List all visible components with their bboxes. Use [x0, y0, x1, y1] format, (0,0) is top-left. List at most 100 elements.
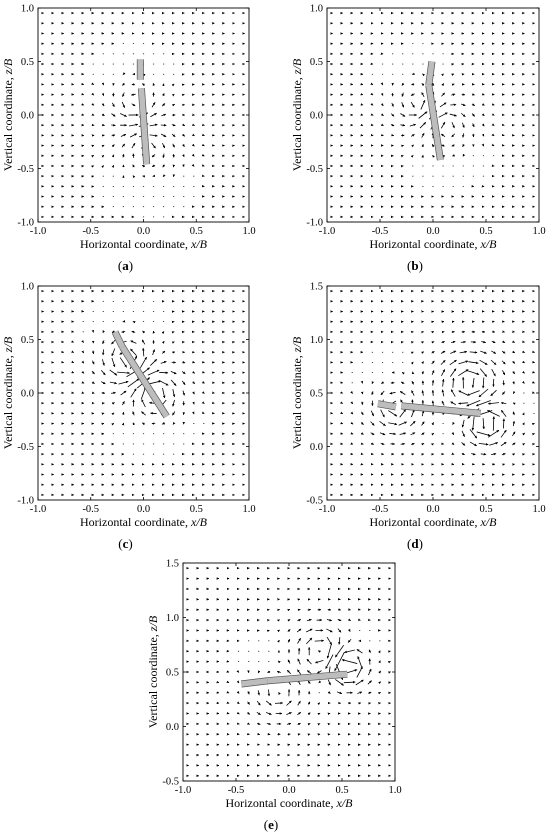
vector-arrow: [142, 422, 145, 426]
vector-arrow: [512, 420, 516, 427]
vector-arrow: [410, 351, 414, 355]
vector-arrow: [360, 401, 364, 405]
vector-arrow: [119, 357, 127, 368]
vector-arrow: [479, 359, 488, 366]
x-axis-label: Horizontal coordinate, x/B: [80, 237, 208, 251]
vector-arrow: [431, 443, 435, 446]
vector-arrow: [482, 418, 485, 430]
vector-arrow: [451, 83, 455, 87]
vector-arrow: [418, 111, 428, 119]
vector-arrow: [461, 419, 465, 428]
vector-arrow: [158, 379, 169, 386]
vector-arrow: [265, 712, 272, 715]
vector-arrow: [478, 442, 489, 446]
vector-arrow: [201, 401, 205, 404]
vector-arrow: [91, 82, 95, 86]
vector-arrow: [149, 123, 158, 127]
vector-arrow: [388, 422, 398, 426]
vector-arrow: [326, 618, 332, 622]
vector-arrow: [297, 669, 302, 675]
vector-arrow: [201, 370, 205, 374]
vector-arrow: [367, 680, 372, 685]
vector-arrow: [121, 330, 126, 334]
vector-arrow: [306, 670, 312, 674]
vector-arrow: [343, 680, 356, 684]
vector-arrow: [449, 113, 457, 117]
vector-arrow: [337, 628, 342, 633]
vector-arrow: [131, 93, 136, 96]
vector-arrow: [120, 390, 127, 396]
y-tick-label: 1.0: [21, 282, 34, 293]
vector-arrow: [380, 82, 384, 86]
vector-arrow: [172, 103, 175, 107]
plate-segment: [267, 671, 348, 684]
vector-arrow: [287, 659, 291, 664]
vector-arrow: [201, 411, 205, 415]
vector-arrow: [512, 340, 515, 343]
vector-arrow: [122, 401, 125, 406]
vector-arrow: [267, 689, 271, 697]
vector-arrow: [531, 380, 535, 384]
vector-arrow: [277, 629, 280, 633]
y-tick-label: 0.5: [21, 57, 34, 68]
vector-arrow: [500, 401, 507, 405]
vector-arrow: [162, 153, 165, 159]
vector-arrow: [356, 666, 363, 678]
vector-arrow: [307, 608, 311, 612]
vector-arrow: [91, 113, 95, 116]
vector-arrow: [327, 691, 331, 694]
vector-arrow: [360, 422, 364, 426]
x-tick-label: 0.0: [137, 226, 150, 237]
vector-arrow: [236, 669, 240, 673]
vector-arrow: [491, 123, 495, 127]
vector-arrow: [307, 723, 311, 726]
vector-arrow: [120, 133, 127, 137]
x-axis-label: Horizontal coordinate, x/B: [370, 515, 498, 529]
vector-arrow: [191, 153, 195, 157]
vector-arrow: [431, 143, 435, 148]
vector-arrow: [462, 133, 465, 138]
y-tick-label: 0.0: [310, 442, 323, 453]
vector-arrow: [101, 123, 105, 127]
vector-arrow: [170, 379, 177, 386]
vector-arrow: [161, 340, 165, 344]
vector-arrow: [411, 381, 415, 385]
vector-arrow: [370, 113, 374, 116]
vector-arrow: [142, 347, 145, 357]
vector-arrow: [127, 378, 140, 388]
vector-arrow: [132, 175, 136, 179]
vector-arrow: [512, 411, 516, 416]
vector-arrow: [489, 442, 499, 446]
vector-arrow: [458, 390, 469, 396]
vector-arrow: [307, 712, 311, 716]
vector-arrow: [171, 83, 175, 87]
vector-arrow: [355, 679, 364, 686]
vector-arrow: [471, 416, 475, 431]
vector-arrow: [334, 652, 345, 672]
vector-arrow: [410, 432, 416, 436]
vector-arrow: [471, 103, 476, 107]
vector-arrow: [360, 411, 364, 416]
vector-arrow: [162, 143, 166, 149]
vector-arrow: [440, 121, 446, 129]
vector-arrow: [151, 142, 156, 149]
x-tick-label: 0.5: [479, 504, 492, 515]
vector-arrow: [286, 669, 292, 675]
vector-arrow: [278, 692, 281, 695]
vector-arrow: [380, 442, 385, 446]
vector-arrow: [81, 360, 85, 364]
vector-arrow: [150, 112, 157, 118]
vector-arrow: [492, 330, 496, 333]
x-tick-label: 0.0: [426, 504, 439, 515]
y-tick-label: -0.5: [306, 164, 323, 175]
vector-arrow: [490, 389, 497, 397]
vector-arrow: [441, 92, 446, 97]
vector-arrow: [370, 92, 374, 96]
vector-arrow: [287, 639, 291, 643]
vector-arrow: [422, 73, 426, 77]
vector-arrow: [410, 361, 414, 365]
vector-arrow: [340, 411, 344, 415]
vector-arrow: [401, 92, 405, 97]
x-tick-label: 1.0: [388, 785, 401, 796]
vector-arrow: [491, 113, 495, 116]
